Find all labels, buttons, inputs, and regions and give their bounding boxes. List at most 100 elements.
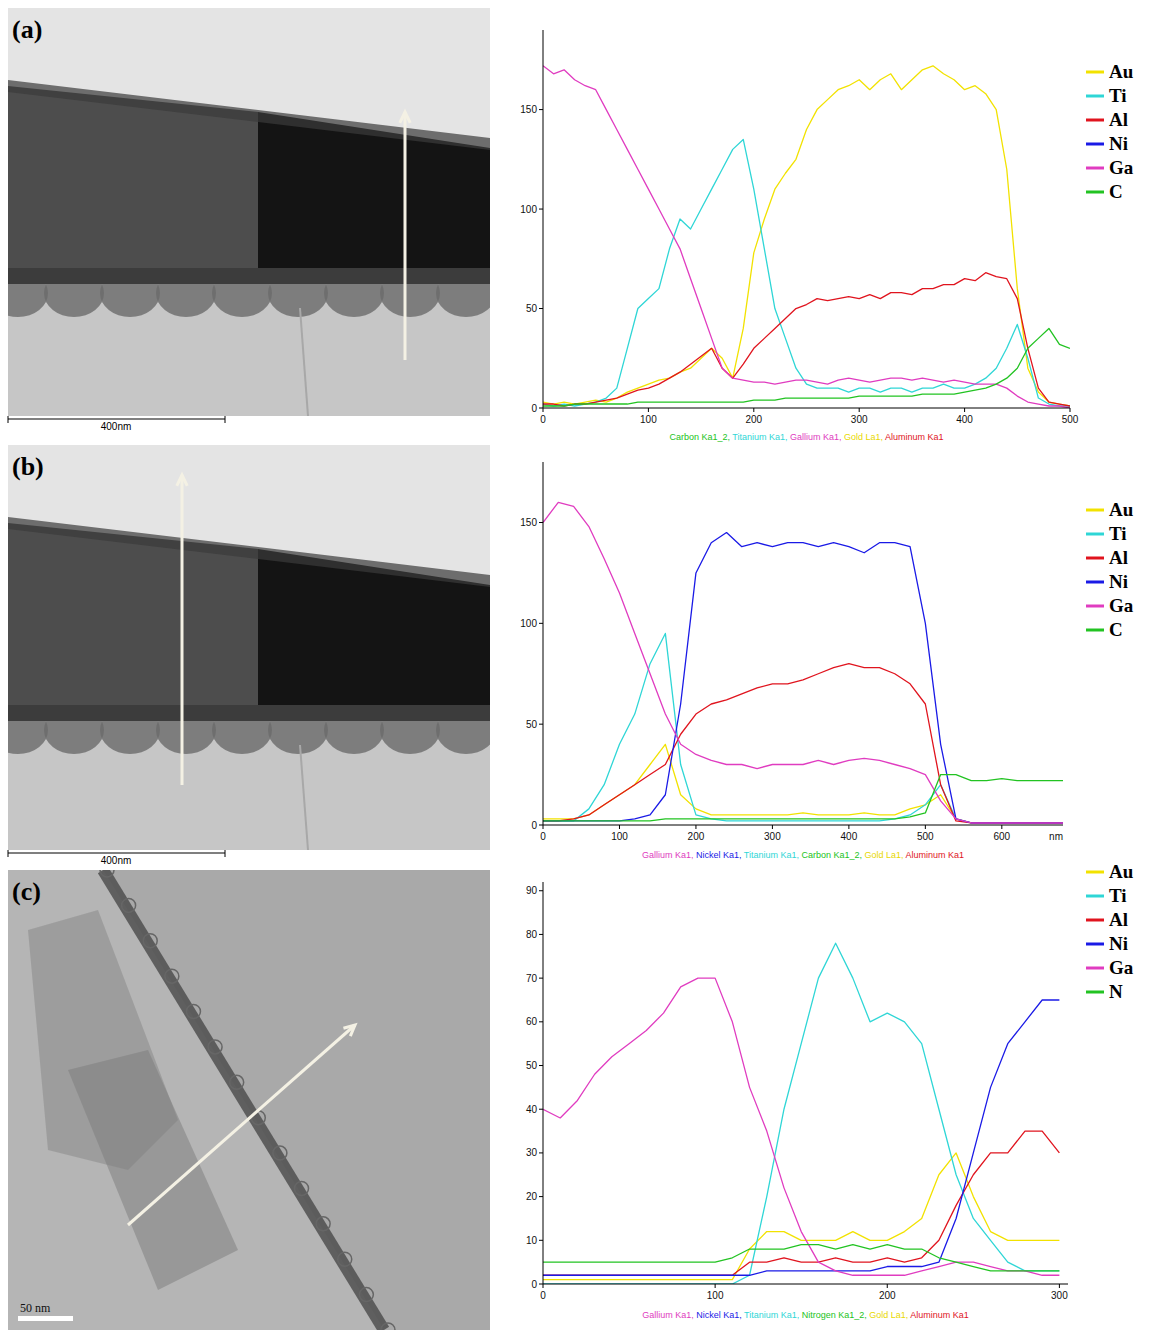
y-tick-label: 30 [526,1147,538,1158]
metal-region [103,870,490,1330]
profile-line [543,1131,1059,1275]
y-tick [539,934,543,935]
y-tick-label: 100 [520,618,537,629]
legend-swatch [1086,191,1104,194]
profile-line [543,533,1063,823]
y-tick [539,1196,543,1197]
substrate-line [300,308,308,416]
y-tick-label: 90 [526,885,538,896]
element-name: Aluminum Ka1 [908,1310,969,1320]
legend-label: C [1109,181,1123,202]
profile-line [543,502,1063,823]
y-tick [539,825,543,826]
scale-bar [8,852,225,853]
legend-label: Ga [1109,957,1134,978]
legend-swatch [1086,919,1104,922]
scale-bar [18,1316,73,1321]
element-name: Gold La1, [842,432,884,442]
y-tick [539,890,543,891]
y-tick-label: 70 [526,973,538,984]
y-tick-label: 50 [526,719,538,730]
element-name: Titanium Ka1, [742,1310,800,1320]
element-name: Nickel Ka1, [693,850,741,860]
legend-swatch [1086,943,1104,946]
arrow-shaft [404,112,407,360]
scale-bar-end [8,850,9,857]
arrow-head [177,475,187,486]
scan-arrow [128,1025,355,1225]
x-tick [753,408,754,412]
substrate [8,700,490,850]
grain [100,870,114,877]
x-tick-label: 0 [540,1290,546,1301]
dark-streak [68,1050,238,1290]
profile-line [543,328,1070,406]
grain [230,1075,244,1089]
x-tick [543,408,544,412]
grain [338,1252,352,1266]
legend-swatch [1086,895,1104,898]
plot-lines [543,502,1063,823]
scale-bar-label: 400nm [101,855,132,866]
element-list: Carbon Ka1_2, Titanium Ka1, Gallium Ka1,… [669,432,943,442]
x-tick-label: 100 [611,831,628,842]
profile-line [543,744,1063,823]
panel-label: (c) [12,877,41,906]
y-tick [539,1152,543,1153]
x-tick [619,825,620,829]
legend-swatch [1086,557,1104,560]
element-name: Titanium Ka1, [741,850,799,860]
y-tick-label: 80 [526,929,538,940]
arrow-shaft [128,1025,355,1225]
x-tick [715,1284,716,1288]
element-name: Gallium Ka1, [642,850,694,860]
legend-label: Au [1109,499,1134,520]
x-tick-label: 300 [764,831,781,842]
x-axis-label: nm [1049,831,1063,842]
x-tick-label: 400 [841,831,858,842]
y-tick-label: 50 [526,1060,538,1071]
x-tick [848,825,849,829]
x-tick-label: 0 [540,831,546,842]
x-tick-label: 400 [956,414,973,425]
legend-label: Ga [1109,157,1134,178]
interface-band [8,268,490,284]
legend-label: Ni [1109,571,1128,592]
grain [122,898,136,912]
image-background [8,8,490,416]
x-tick-label: 100 [707,1290,724,1301]
y-tick [539,109,543,110]
legend-label: Al [1109,547,1128,568]
legend-label: Ni [1109,133,1128,154]
legend-label: Au [1109,61,1134,82]
y-tick [539,1284,543,1285]
y-tick [539,724,543,725]
scan-arrow [400,112,410,360]
legend-label: Ti [1109,85,1127,106]
legend: AuTiAlNiGaN [1086,861,1134,1002]
grain [359,1288,373,1302]
y-tick [539,978,543,979]
legend-swatch [1086,71,1104,74]
grain [381,1323,395,1330]
element-name: Gold La1, [867,1310,909,1320]
y-tick-label: 150 [520,104,537,115]
plot-lines [543,66,1070,408]
profile-line [543,775,1063,821]
legend-swatch [1086,871,1104,874]
x-tick-label: 200 [688,831,705,842]
y-tick [539,308,543,309]
x-tick [695,825,696,829]
scale-bar-end [8,416,9,423]
legend-swatch [1086,95,1104,98]
y-tick [539,522,543,523]
y-tick-label: 40 [526,1104,538,1115]
figure: (a)400nm0501001500100200300400500Carbon … [0,0,1151,1337]
profile-line [543,273,1070,406]
legend-label: C [1109,619,1123,640]
image-background [8,870,490,1330]
grain [295,1181,309,1195]
x-tick [772,825,773,829]
grain [143,934,157,948]
y-axis [543,462,544,825]
